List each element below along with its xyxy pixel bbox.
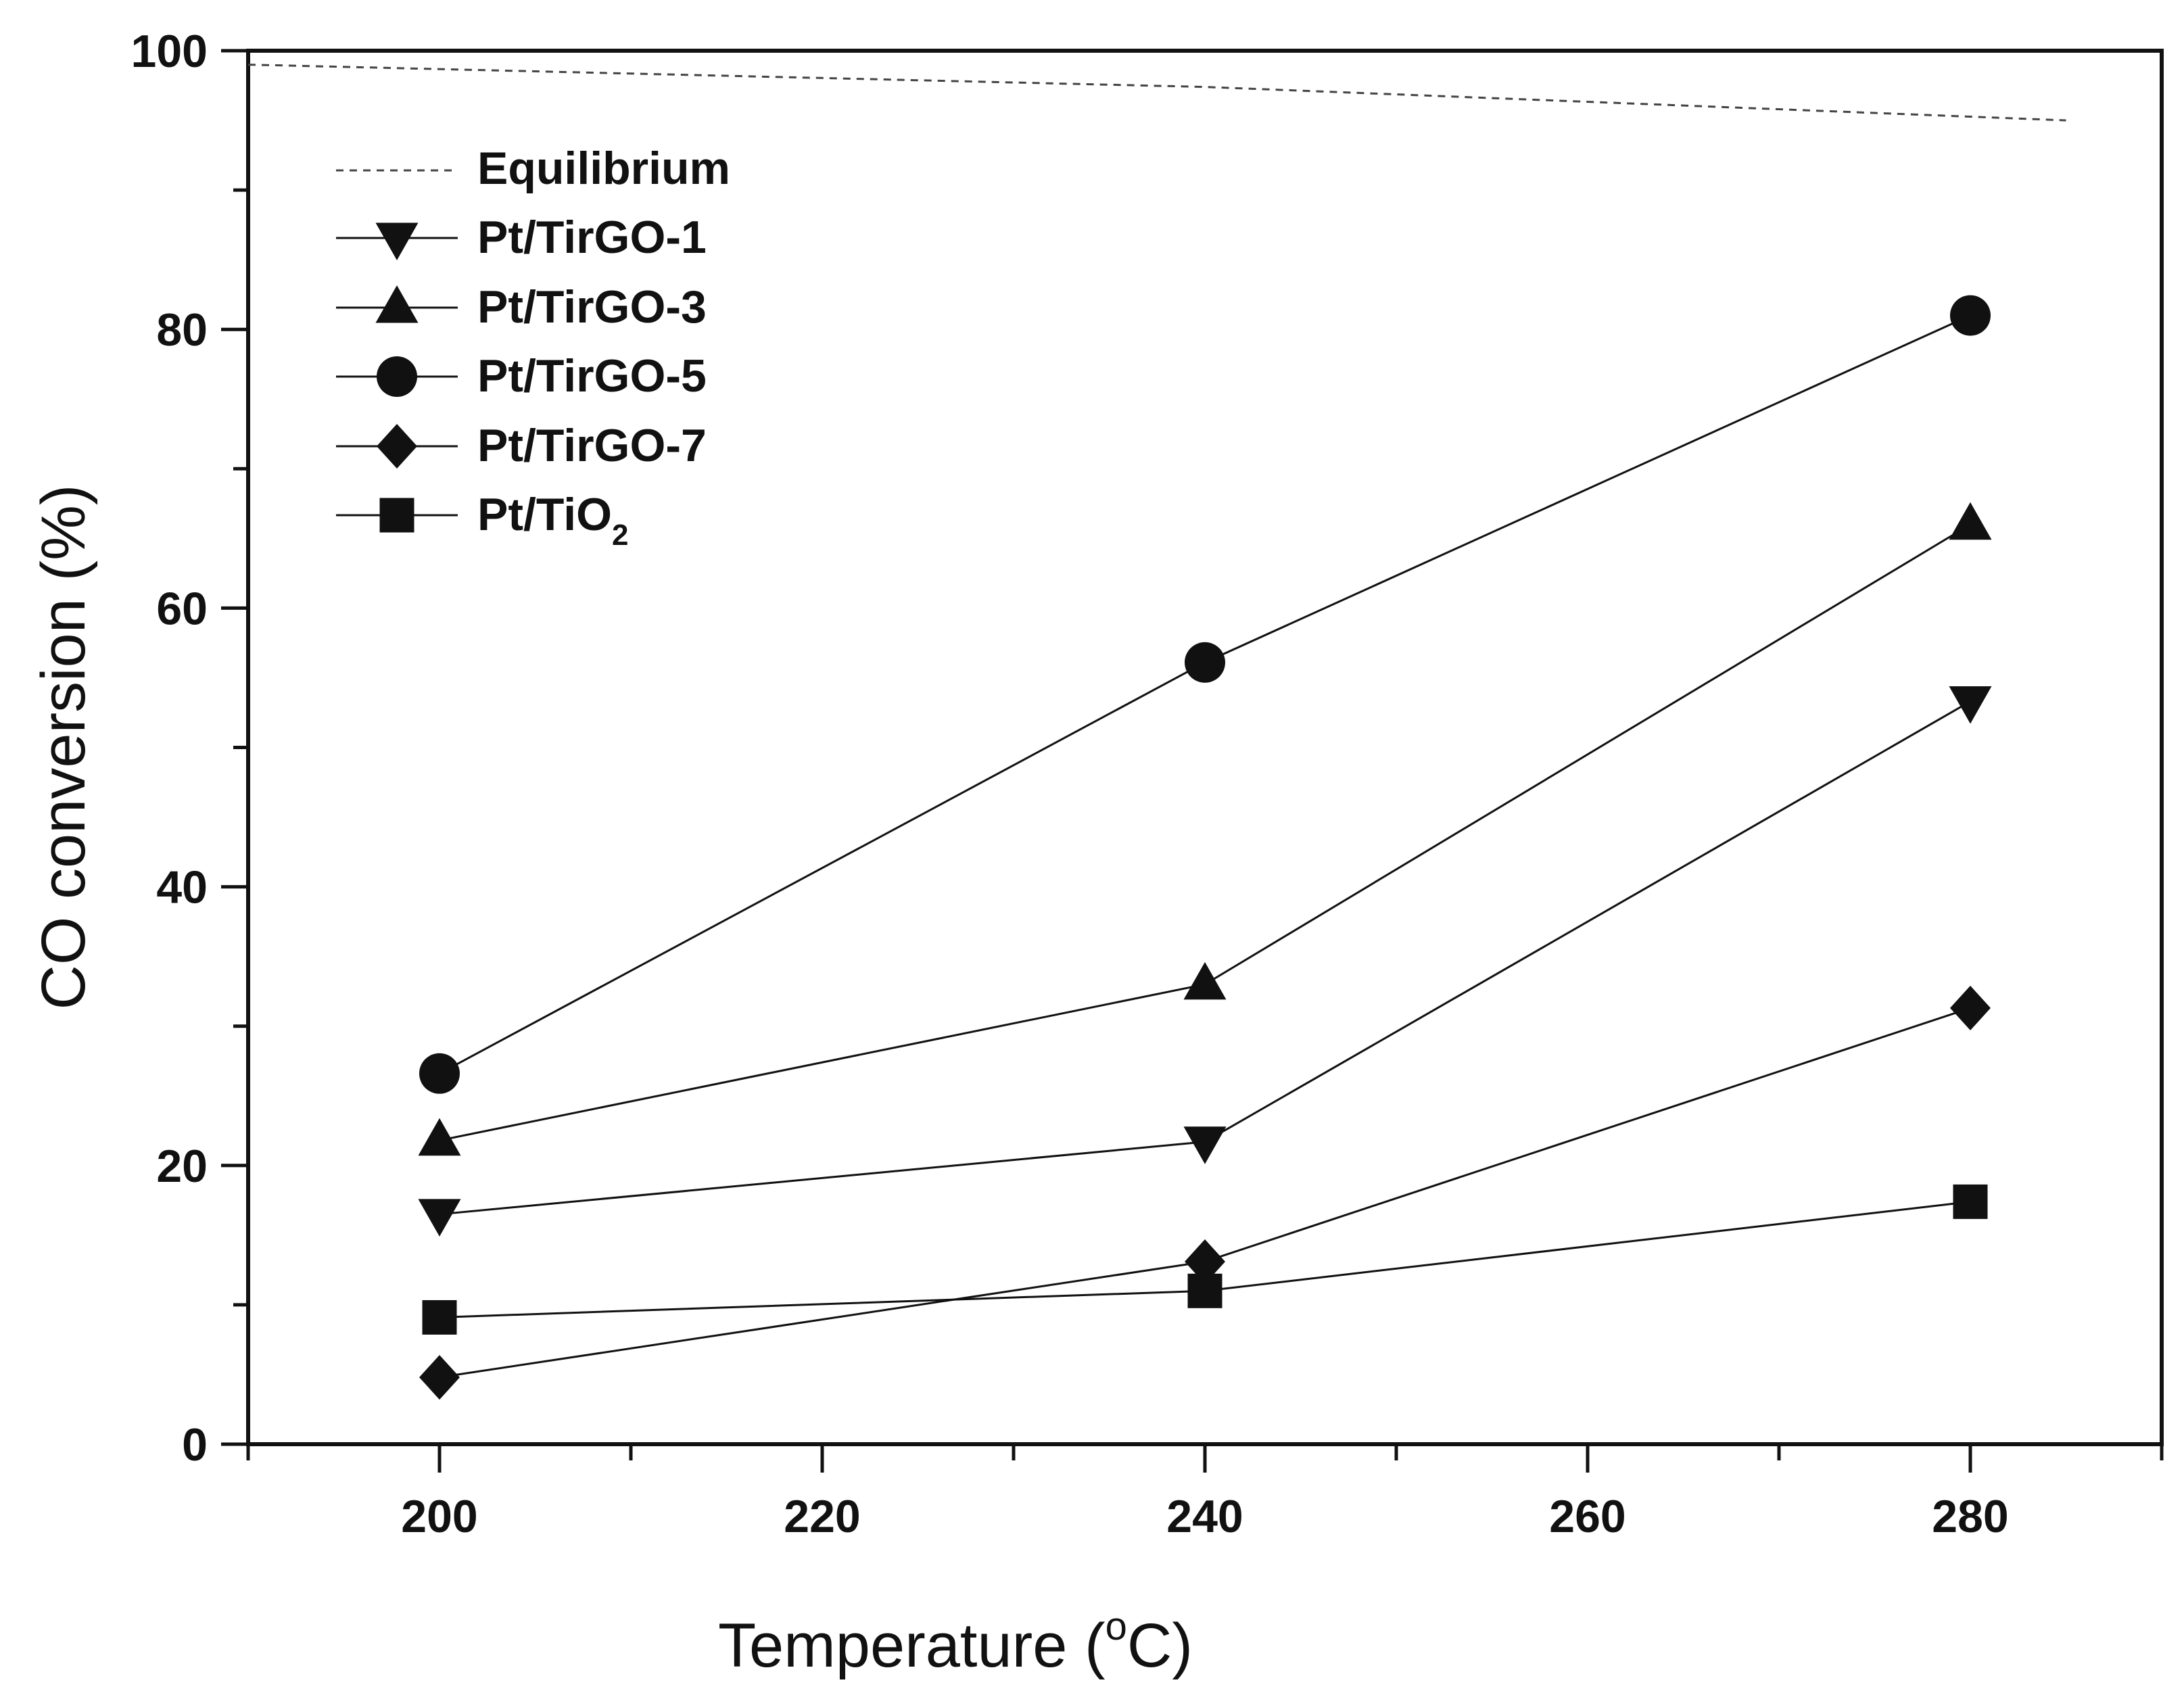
data-point (419, 1355, 460, 1400)
legend-label: Pt/TirGO-3 (477, 281, 707, 333)
legend: Equilibrium Pt/TirGO-1 Pt/TirGO-3 Pt/TirGO-… (336, 143, 730, 552)
legend-label: Pt/TirGO-1 (477, 212, 707, 263)
y-tick-label: 0 (182, 1419, 208, 1471)
legend-label: Pt/TirGO-7 (477, 420, 707, 471)
x-axis-title-unit-sup: o (1106, 1604, 1127, 1648)
x-tick-label: 200 (401, 1491, 477, 1542)
data-point (1184, 962, 1227, 1000)
y-tick-label: 20 (156, 1141, 208, 1192)
y-tick-label: 40 (156, 862, 208, 913)
y-tick-label: 100 (131, 26, 208, 77)
data-point (1949, 686, 1992, 724)
series-group (419, 986, 1991, 1400)
x-tick-label: 260 (1549, 1491, 1625, 1542)
y-tick-label: 80 (156, 304, 208, 356)
x-tick-label: 240 (1166, 1491, 1243, 1542)
data-point (1950, 295, 1991, 336)
data-point (419, 1199, 461, 1237)
y-axis-ticks: 0 20 40 60 80 100 (131, 26, 248, 1471)
chart: 200 220 240 260 280 0 20 40 60 80 100 Equilibrium… (0, 0, 2184, 1693)
legend-swatch-marker (377, 424, 417, 469)
data-point (1184, 1126, 1227, 1164)
legend-swatch-marker (380, 498, 414, 533)
series-group (419, 686, 1992, 1237)
x-tick-label: 280 (1932, 1491, 2008, 1542)
series-layer (248, 65, 2066, 1400)
data-point (1953, 1185, 1988, 1219)
x-axis-title: Temperature (oC) (718, 1604, 1193, 1680)
x-tick-label: 220 (784, 1491, 860, 1542)
data-point (1188, 1274, 1222, 1308)
x-axis-ticks: 200 220 240 260 280 (248, 1444, 2162, 1542)
equilibrium-line (248, 65, 2066, 120)
series-group (419, 502, 1992, 1155)
legend-swatch-marker (377, 356, 417, 397)
legend-swatch-marker (376, 223, 419, 261)
x-axis-title-unit: C (1127, 1611, 1172, 1680)
data-point (1185, 642, 1225, 683)
legend-label: Pt/TiO2 (477, 489, 628, 552)
legend-label-subscript: 2 (612, 519, 628, 552)
legend-label: Pt/TirGO-5 (477, 350, 707, 402)
data-point (1950, 986, 1991, 1030)
data-point (423, 1300, 457, 1335)
data-point (419, 1053, 460, 1094)
legend-swatch-marker (376, 285, 419, 323)
y-tick-label: 60 (156, 583, 208, 634)
y-axis-title: CO conversion (%) (29, 484, 98, 1009)
legend-label-equilibrium: Equilibrium (477, 143, 730, 194)
data-point (1949, 502, 1992, 540)
